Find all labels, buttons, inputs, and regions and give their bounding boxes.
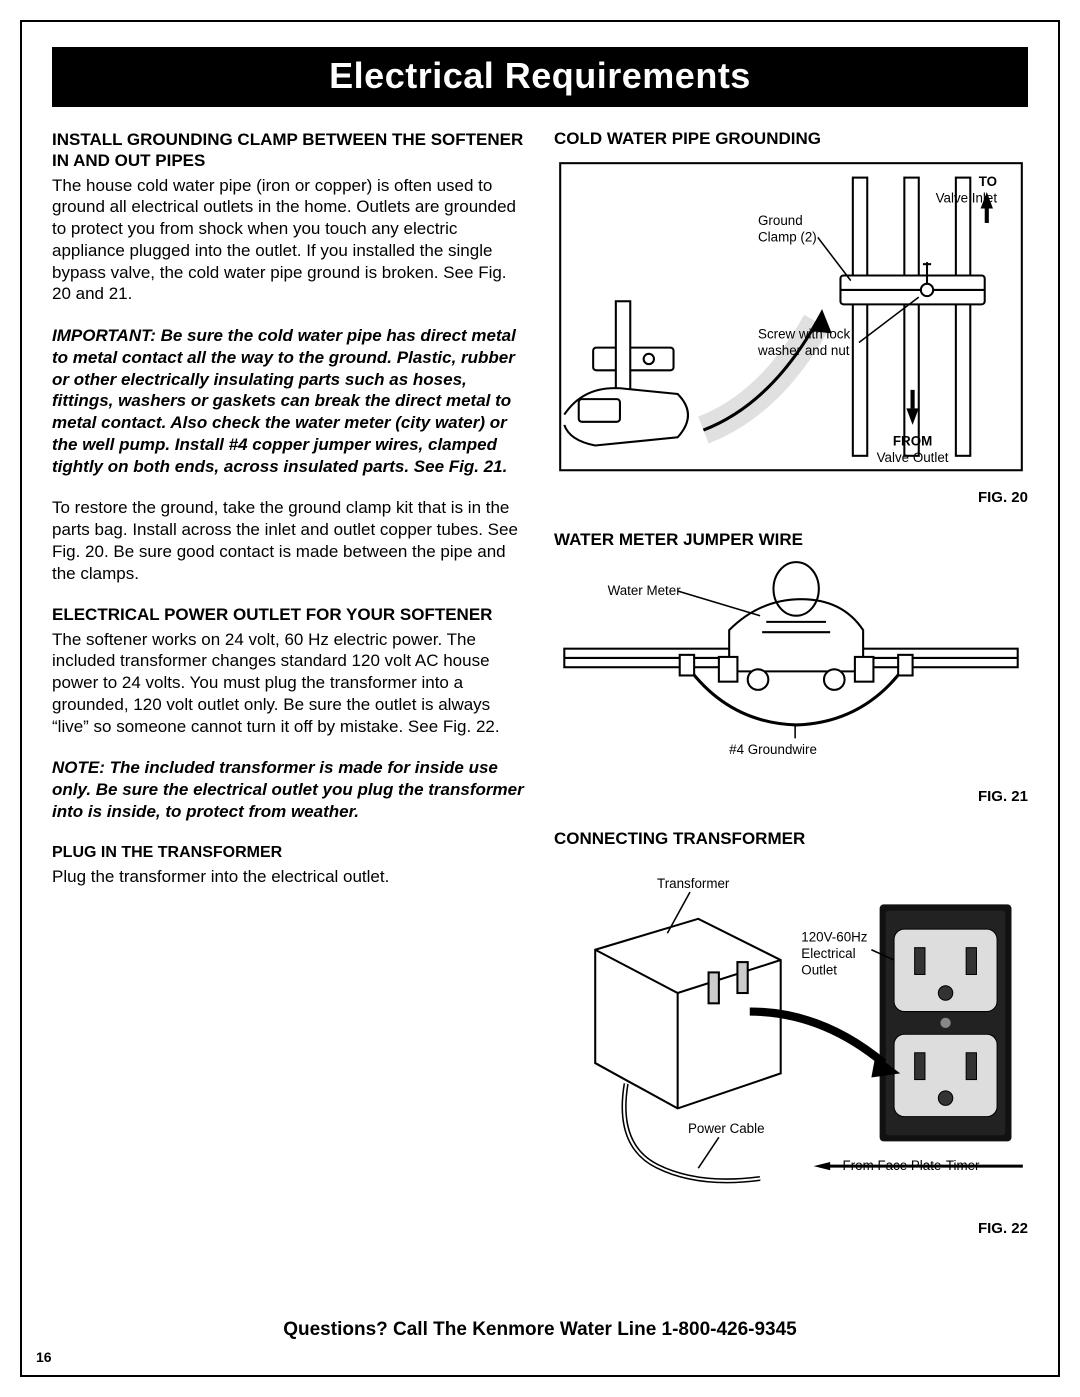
paragraph-grounding-intro: The house cold water pipe (iron or coppe… bbox=[52, 175, 526, 306]
fig22-svg: Transformer 120V-60Hz Electrical Outlet … bbox=[554, 857, 1028, 1207]
fig22-heading: CONNECTING TRANSFORMER bbox=[554, 829, 1028, 849]
fig20-groundclamp1: Ground bbox=[758, 213, 803, 228]
paragraph-power-outlet: The softener works on 24 volt, 60 Hz ele… bbox=[52, 629, 526, 738]
fig21-groundwire-label: #4 Groundwire bbox=[729, 742, 817, 757]
fig20-caption: FIG. 20 bbox=[554, 489, 1028, 506]
paragraph-plug-transformer: Plug the transformer into the electrical… bbox=[52, 866, 526, 888]
heading-plug-transformer: PLUG IN THE TRANSFORMER bbox=[52, 843, 526, 863]
fig21-diagram: Water Meter #4 Groundwire bbox=[554, 558, 1028, 779]
fig22-powercable: Power Cable bbox=[688, 1121, 765, 1136]
page-title-bar: Electrical Requirements bbox=[52, 47, 1028, 107]
fig20-screw2: washer and nut bbox=[757, 343, 850, 358]
fig20-from: Valve Outlet bbox=[877, 450, 949, 465]
heading-power-outlet: ELECTRICAL POWER OUTLET FOR YOUR SOFTENE… bbox=[52, 604, 526, 625]
fig21-meter-label: Water Meter bbox=[608, 584, 682, 599]
page-title: Electrical Requirements bbox=[329, 55, 751, 96]
heading-install-grounding: INSTALL GROUNDING CLAMP BETWEEN THE SOFT… bbox=[52, 129, 526, 172]
page-number: 16 bbox=[36, 1349, 52, 1365]
fig22-outlet3: Outlet bbox=[801, 962, 837, 977]
fig22-outlet1: 120V-60Hz bbox=[801, 929, 867, 944]
fig22-outlet2: Electrical bbox=[801, 946, 855, 961]
right-column: COLD WATER PIPE GROUNDING bbox=[554, 129, 1028, 1261]
note-transformer-inside: NOTE: The included transformer is made f… bbox=[52, 757, 526, 822]
fig20-to-bold: TO bbox=[979, 174, 997, 189]
fig20-screw1: Screw with lock bbox=[758, 326, 850, 341]
footer-question-line: Questions? Call The Kenmore Water Line 1… bbox=[22, 1319, 1058, 1341]
content-columns: INSTALL GROUNDING CLAMP BETWEEN THE SOFT… bbox=[52, 129, 1028, 1261]
fig20-diagram: TO Valve Inlet Ground Clamp (2) Screw wi… bbox=[554, 157, 1028, 481]
fig20-from-bold: FROM bbox=[893, 434, 932, 449]
left-column: INSTALL GROUNDING CLAMP BETWEEN THE SOFT… bbox=[52, 129, 526, 1261]
page-frame: Electrical Requirements INSTALL GROUNDIN… bbox=[20, 20, 1060, 1377]
fig20-heading: COLD WATER PIPE GROUNDING bbox=[554, 129, 1028, 149]
fig21-heading: WATER METER JUMPER WIRE bbox=[554, 530, 1028, 550]
fig22-faceplate: From Face Plate-Timer bbox=[843, 1158, 981, 1173]
paragraph-restore-ground: To restore the ground, take the ground c… bbox=[52, 497, 526, 584]
fig22-diagram: Transformer 120V-60Hz Electrical Outlet … bbox=[554, 857, 1028, 1212]
fig21-svg: Water Meter #4 Groundwire bbox=[554, 558, 1028, 774]
fig20-groundclamp2: Clamp (2) bbox=[758, 229, 817, 244]
fig21-caption: FIG. 21 bbox=[554, 788, 1028, 805]
fig22-caption: FIG. 22 bbox=[554, 1220, 1028, 1237]
fig20-to: Valve Inlet bbox=[936, 190, 998, 205]
fig22-transformer-label: Transformer bbox=[657, 876, 730, 891]
fig20-svg: TO Valve Inlet Ground Clamp (2) Screw wi… bbox=[554, 157, 1028, 476]
important-note: IMPORTANT: Be sure the cold water pipe h… bbox=[52, 325, 526, 477]
